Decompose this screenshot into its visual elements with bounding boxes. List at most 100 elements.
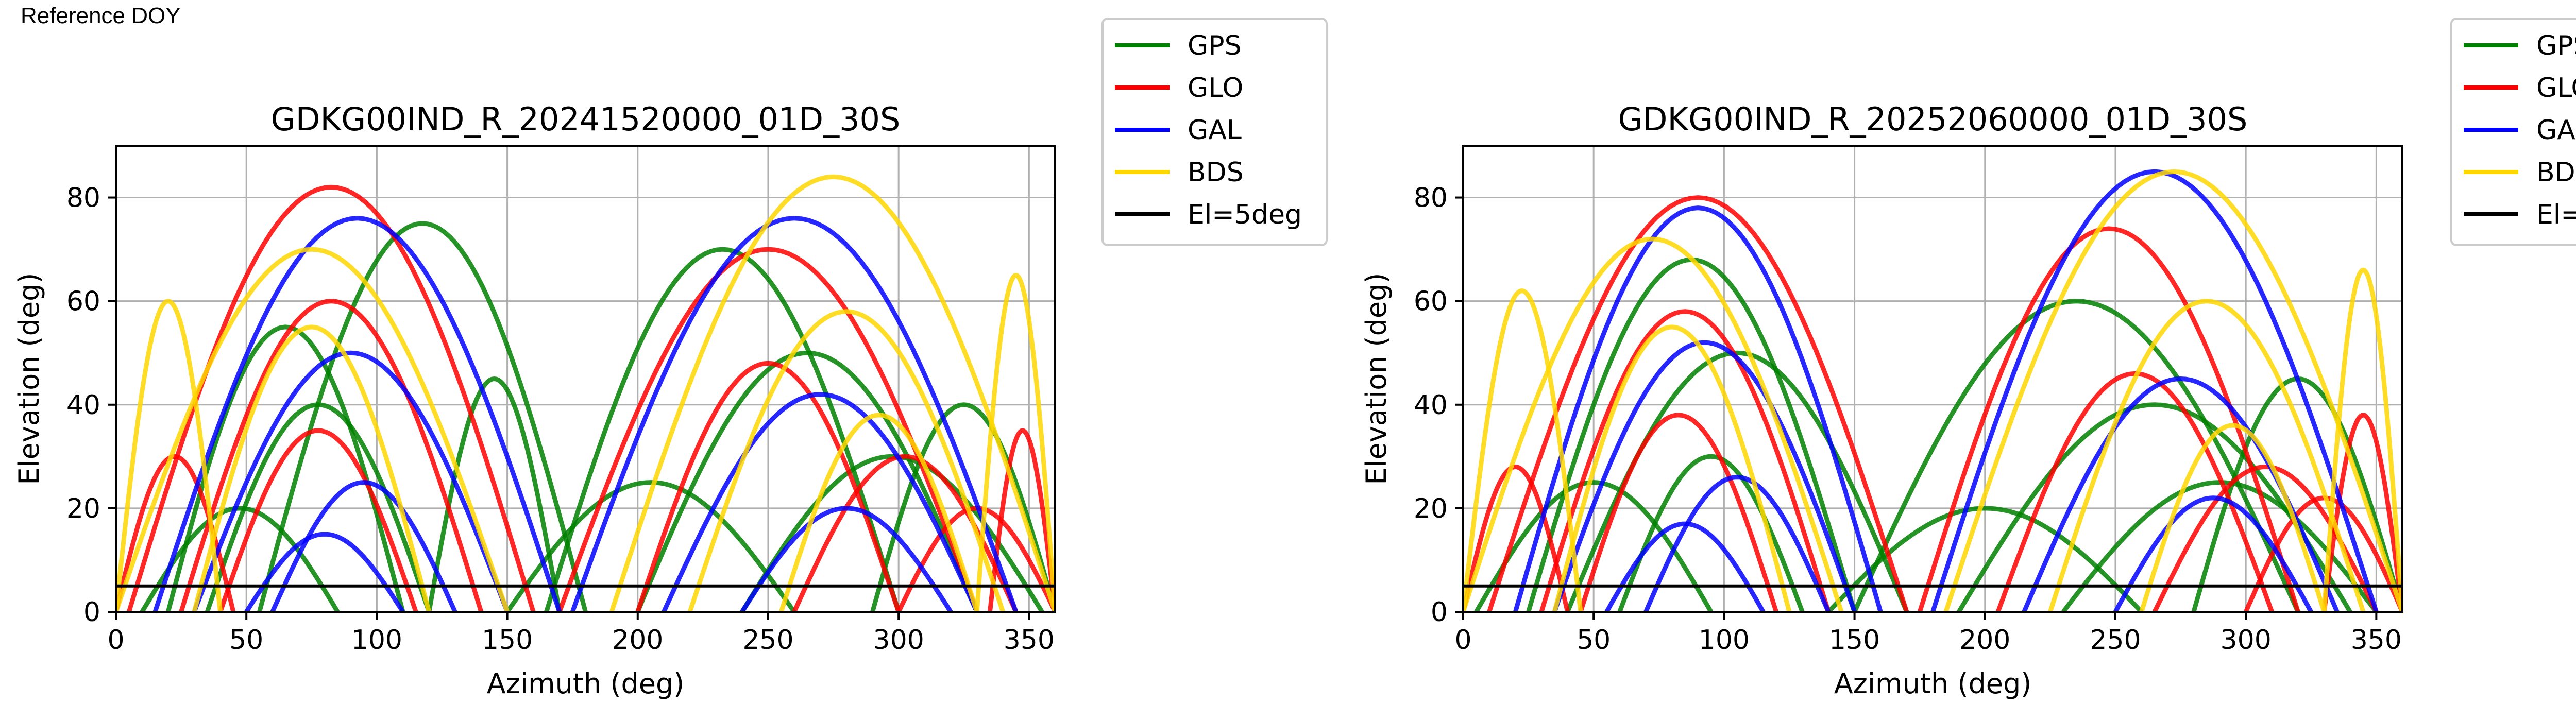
- track-gps: [1826, 506, 2143, 612]
- legend-label: BDS: [2536, 157, 2576, 188]
- x-tick-label: 0: [1454, 625, 1471, 656]
- legend-label: GLO: [1188, 73, 1243, 104]
- chart-panel-2: 0 50 100 150 200 250 300 350 0 20 40 60 80 GDKG00IND_…: [1360, 18, 2576, 700]
- legend-box: [1101, 18, 1328, 246]
- y-tick-label: 80: [1414, 183, 1448, 214]
- x-tick-label: 300: [873, 625, 924, 656]
- x-tick-label: 50: [1577, 625, 1611, 656]
- track-glo: [557, 247, 979, 612]
- x-tick-label: 300: [2221, 625, 2272, 656]
- x-axis-label: Azimuth (deg): [487, 667, 685, 700]
- track-gal: [1643, 475, 1831, 612]
- track-glo: [126, 184, 536, 612]
- track-bds: [2321, 267, 2402, 612]
- track-gps: [257, 221, 588, 612]
- track-glo: [635, 361, 901, 612]
- track-glo: [218, 428, 418, 612]
- data-layer: [116, 174, 1055, 612]
- track-gal: [2113, 495, 2313, 612]
- track-bds: [116, 299, 223, 612]
- x-tick-label: 150: [482, 625, 533, 656]
- legend-label: GAL: [1188, 115, 1242, 146]
- y-tick-label: 0: [1431, 597, 1448, 628]
- track-gal: [570, 216, 1019, 612]
- track-bds: [1463, 288, 1583, 612]
- page-header-text: Reference DOY: [21, 3, 181, 28]
- x-tick-label: 200: [1959, 625, 2010, 656]
- y-tick-label: 20: [1414, 493, 1448, 524]
- legend: GPS GLO GAL BDS El=5deg: [2450, 18, 2576, 246]
- x-tick-label: 100: [351, 625, 402, 656]
- track-gps: [140, 506, 340, 612]
- track-glo: [2321, 413, 2402, 612]
- y-tick-label: 80: [66, 183, 100, 214]
- track-gps: [427, 376, 562, 612]
- track-bds: [116, 247, 510, 612]
- track-gal: [192, 350, 510, 612]
- y-tick-label: 60: [1414, 286, 1448, 317]
- track-gal: [270, 480, 457, 612]
- track-glo: [1578, 413, 1778, 612]
- track-bds: [1463, 236, 1844, 612]
- legend-label: GPS: [1188, 30, 1242, 61]
- track-gal: [740, 506, 953, 612]
- y-axis-label: Elevation (deg): [13, 273, 45, 485]
- track-bds: [1552, 324, 1792, 612]
- track-gal: [1930, 169, 2379, 612]
- track-gal: [662, 392, 979, 612]
- legend-label: GPS: [2536, 30, 2576, 61]
- track-glo: [1917, 226, 2300, 612]
- data-layer: [1463, 169, 2402, 612]
- y-tick-label: 60: [66, 286, 100, 317]
- plot-frame: [1462, 145, 2403, 613]
- track-glo: [1487, 195, 1909, 612]
- y-tick-label: 20: [66, 493, 100, 524]
- chart-title: GDKG00IND_R_20241520000_01D_30S: [271, 100, 901, 138]
- track-bds: [687, 309, 1005, 612]
- legend-label: El=5deg: [1188, 199, 1302, 230]
- track-gps: [635, 350, 979, 612]
- track-gps: [165, 324, 405, 612]
- x-tick-label: 0: [107, 625, 124, 656]
- track-bds: [1943, 169, 2402, 612]
- track-gal: [244, 532, 405, 612]
- track-bds: [974, 272, 1055, 612]
- track-glo: [1463, 464, 1570, 612]
- track-glo: [1539, 309, 1831, 612]
- plot-frame: [115, 145, 1056, 613]
- legend-label: El=5deg: [2536, 199, 2576, 230]
- track-gps: [1617, 454, 1805, 612]
- track-gal: [1552, 340, 1857, 612]
- track-bds: [2139, 423, 2327, 612]
- x-tick-label: 200: [612, 625, 663, 656]
- track-gps: [505, 480, 796, 612]
- y-tick-label: 40: [66, 390, 100, 421]
- y-axis-label: Elevation (deg): [1360, 273, 1393, 485]
- track-gal: [1604, 521, 1766, 612]
- track-gps: [740, 454, 1044, 612]
- track-bds: [2048, 299, 2366, 612]
- legend-label: BDS: [1188, 157, 1244, 188]
- x-tick-label: 350: [2351, 625, 2402, 656]
- legend-label: GLO: [2536, 73, 2576, 104]
- legend-label: GAL: [2536, 115, 2576, 146]
- x-tick-label: 250: [2090, 625, 2141, 656]
- x-tick-label: 250: [742, 625, 793, 656]
- track-gal: [1513, 205, 1883, 612]
- x-tick-label: 150: [1829, 625, 1880, 656]
- track-bds: [609, 174, 1055, 612]
- y-tick-label: 40: [1414, 390, 1448, 421]
- legend: GPS GLO GAL BDS El=5deg: [1101, 18, 1328, 246]
- chart-panel-1: 0 50 100 150 200 250 300 350 0 20 40 60 80 GDKG00IND_…: [13, 18, 1328, 700]
- track-bds: [192, 324, 432, 612]
- track-glo: [987, 428, 1055, 612]
- track-glo: [179, 299, 484, 612]
- x-tick-label: 350: [1004, 625, 1055, 656]
- track-gps: [870, 402, 1055, 612]
- y-tick-label: 0: [83, 597, 100, 628]
- x-tick-label: 50: [229, 625, 263, 656]
- track-gal: [152, 216, 562, 612]
- x-tick-label: 100: [1699, 625, 1750, 656]
- chart-title: GDKG00IND_R_20252060000_01D_30S: [1618, 100, 2248, 138]
